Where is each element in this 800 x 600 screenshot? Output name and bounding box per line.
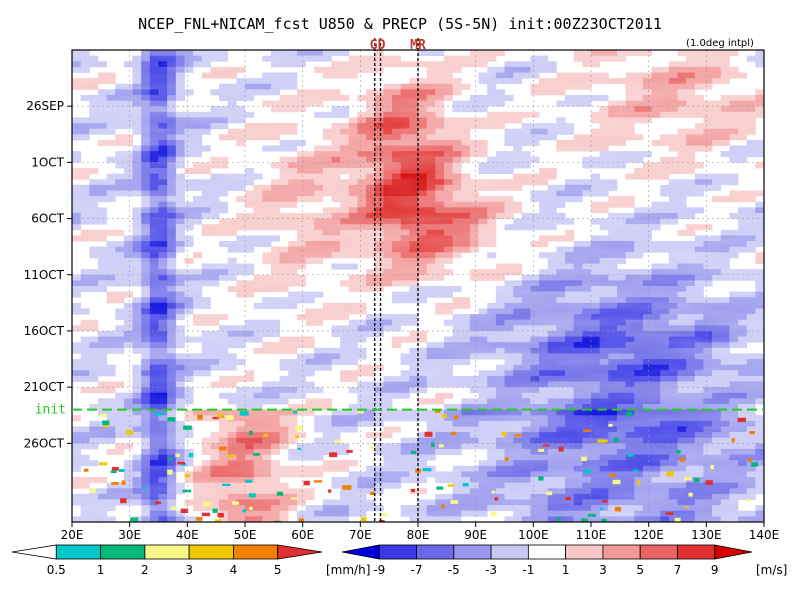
interpolation-note: (1.0deg intpl) — [686, 38, 754, 49]
chart-title: NCEP_FNL+NICAM_fcst U850 & PRECP (5S-5N)… — [138, 15, 662, 33]
